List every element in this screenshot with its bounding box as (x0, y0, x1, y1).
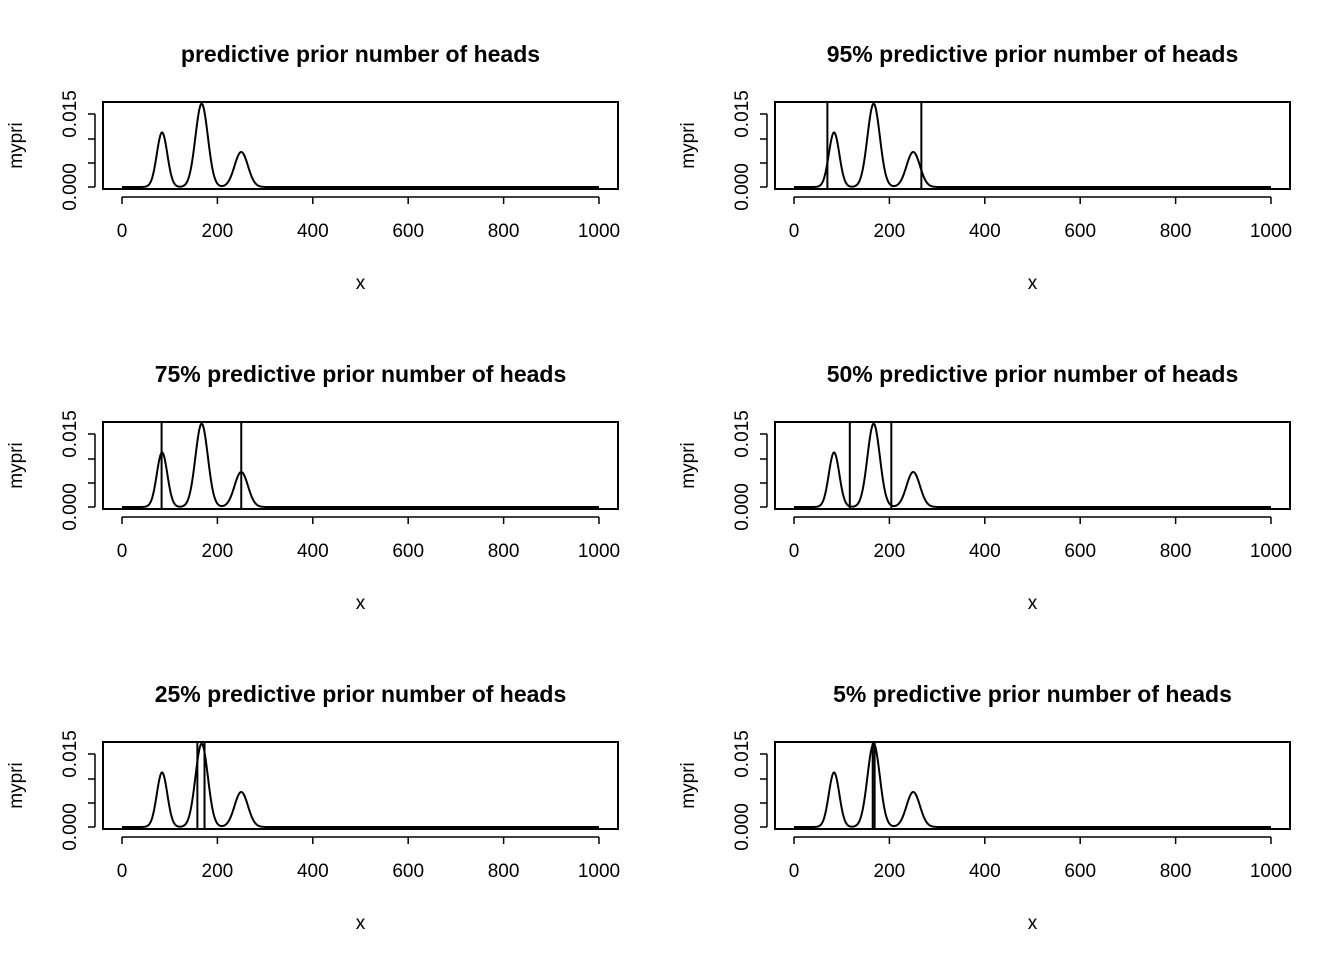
x-tick-label: 600 (392, 541, 424, 562)
y-tick-label: 0.000 (732, 163, 753, 211)
y-tick-label: 0.015 (60, 730, 81, 778)
x-tick-label: 400 (297, 541, 329, 562)
y-tick-label: 0.015 (732, 410, 753, 458)
x-axis-label: x (1028, 913, 1038, 934)
plot-frame (774, 741, 1291, 830)
y-axis-label: mypri (678, 762, 699, 808)
x-axis-label: x (356, 273, 366, 294)
y-tick-label: 0.000 (732, 483, 753, 531)
y-axis-label: mypri (6, 442, 27, 488)
chart-title: 75% predictive prior number of heads (155, 361, 567, 387)
x-tick-label: 800 (1160, 541, 1192, 562)
y-tick-label: 0.015 (732, 730, 753, 778)
y-axis-label: mypri (6, 762, 27, 808)
y-tick-label: 0.015 (60, 410, 81, 458)
x-tick-label: 600 (1064, 861, 1096, 882)
y-tick-label: 0.000 (60, 163, 81, 211)
x-tick-label: 400 (969, 861, 1001, 882)
plot-frame (102, 101, 619, 190)
x-tick-label: 800 (1160, 861, 1192, 882)
x-tick-label: 200 (874, 861, 906, 882)
x-tick-label: 1000 (1250, 541, 1292, 562)
density-line (794, 422, 1271, 508)
density-line (122, 102, 599, 188)
x-tick-label: 200 (874, 221, 906, 242)
chart-title: predictive prior number of heads (181, 41, 540, 67)
x-tick-label: 1000 (578, 541, 620, 562)
y-tick-label: 0.015 (732, 90, 753, 138)
y-tick-label: 0.000 (60, 803, 81, 851)
chart-panel-5: 25% predictive prior number of heads 0 200… (6, 681, 620, 934)
chart-title: 5% predictive prior number of heads (833, 681, 1232, 707)
density-line (794, 102, 1271, 188)
y-tick-label: 0.000 (60, 483, 81, 531)
y-tick-label: 0.000 (732, 803, 753, 851)
x-tick-label: 600 (1064, 221, 1096, 242)
x-tick-label: 0 (117, 541, 128, 562)
x-tick-label: 800 (488, 861, 520, 882)
x-axis-label: x (356, 593, 366, 614)
plot-frame (774, 101, 1291, 190)
x-tick-label: 0 (117, 221, 128, 242)
x-tick-label: 1000 (1250, 221, 1292, 242)
density-line (122, 742, 599, 828)
density-line (122, 422, 599, 508)
x-tick-label: 200 (202, 861, 234, 882)
x-tick-label: 800 (488, 221, 520, 242)
chart-title: 95% predictive prior number of heads (827, 41, 1239, 67)
y-axis-label: mypri (678, 442, 699, 488)
plot-frame (774, 421, 1291, 510)
y-tick-label: 0.015 (60, 90, 81, 138)
chart-panel-2: 95% predictive prior number of heads 0 200… (678, 41, 1292, 294)
chart-panel-3: 75% predictive prior number of heads 0 200… (6, 361, 620, 614)
plot-frame (102, 421, 619, 510)
x-tick-label: 800 (488, 541, 520, 562)
x-axis-label: x (1028, 273, 1038, 294)
x-tick-label: 800 (1160, 221, 1192, 242)
x-tick-label: 600 (1064, 541, 1096, 562)
x-tick-label: 400 (297, 221, 329, 242)
x-tick-label: 1000 (578, 221, 620, 242)
chart-title: 50% predictive prior number of heads (827, 361, 1239, 387)
x-tick-label: 400 (969, 541, 1001, 562)
density-line (794, 742, 1271, 828)
x-tick-label: 200 (874, 541, 906, 562)
x-tick-label: 600 (392, 861, 424, 882)
x-tick-label: 0 (789, 861, 800, 882)
x-axis-label: x (1028, 593, 1038, 614)
chart-panel-1: predictive prior number of heads 0 200 400 6… (6, 41, 620, 294)
x-tick-label: 400 (297, 861, 329, 882)
x-tick-label: 200 (202, 541, 234, 562)
chart-title: 25% predictive prior number of heads (155, 681, 567, 707)
x-axis-label: x (356, 913, 366, 934)
x-tick-label: 0 (789, 541, 800, 562)
x-tick-label: 1000 (1250, 861, 1292, 882)
y-axis-label: mypri (678, 122, 699, 168)
x-tick-label: 1000 (578, 861, 620, 882)
y-axis-label: mypri (6, 122, 27, 168)
chart-panel-6: 5% predictive prior number of heads 0 200 4… (678, 681, 1292, 934)
x-tick-label: 0 (117, 861, 128, 882)
plot-frame (102, 741, 619, 830)
x-tick-label: 400 (969, 221, 1001, 242)
x-tick-label: 200 (202, 221, 234, 242)
chart-panel-4: 50% predictive prior number of heads 0 200… (678, 361, 1292, 614)
x-tick-label: 0 (789, 221, 800, 242)
x-tick-label: 600 (392, 221, 424, 242)
